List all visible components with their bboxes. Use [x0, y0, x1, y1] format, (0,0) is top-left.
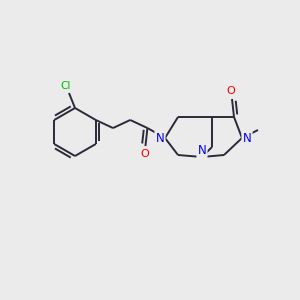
Text: O: O: [140, 149, 149, 159]
Text: O: O: [226, 86, 236, 96]
Text: N: N: [198, 145, 206, 158]
Text: N: N: [156, 131, 164, 145]
Text: Cl: Cl: [61, 81, 71, 91]
Text: N: N: [243, 131, 251, 145]
